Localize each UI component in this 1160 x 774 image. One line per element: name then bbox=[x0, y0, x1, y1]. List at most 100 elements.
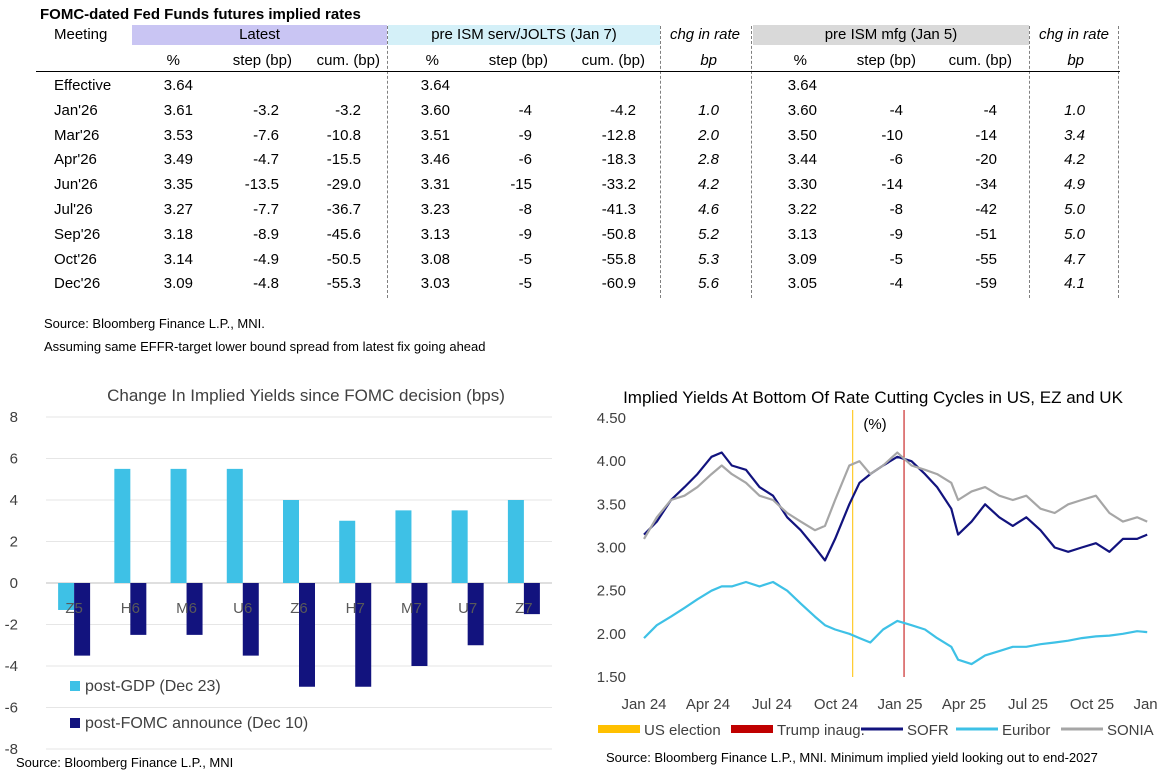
table-cell: -5 bbox=[518, 275, 532, 293]
table-cell: -9 bbox=[518, 126, 532, 144]
table-cell: 3.18 bbox=[163, 225, 193, 243]
table-cell: 5.6 bbox=[698, 275, 719, 293]
legend-label: US election bbox=[644, 722, 721, 739]
table-cell: 3.60 bbox=[420, 101, 450, 119]
bar-post-gdp-M7 bbox=[395, 510, 412, 583]
table-cell: -20 bbox=[975, 151, 997, 169]
legend-label: post-FOMC announce (Dec 10) bbox=[85, 715, 308, 732]
group-header-pre-serv-label: pre ISM serv/JOLTS (Jan 7) bbox=[431, 26, 617, 43]
table-cell: 3.09 bbox=[163, 275, 193, 293]
x-tick-label: H7 bbox=[346, 600, 365, 617]
group-header-pre-mfg-label: pre ISM mfg (Jan 5) bbox=[824, 26, 958, 43]
table-cell: -4.8 bbox=[253, 275, 279, 293]
meeting-label: Jun'26 bbox=[54, 176, 98, 194]
column-header-step: step (bp) bbox=[488, 52, 548, 69]
x-tick-label: Jan 25 bbox=[877, 696, 922, 713]
meeting-label: Dec'26 bbox=[54, 275, 101, 293]
group-header-chg2: chg in rate bbox=[1030, 25, 1118, 45]
table-cell: -18.3 bbox=[601, 151, 636, 169]
table-cell: 3.61 bbox=[163, 101, 193, 119]
meeting-label: Jul'26 bbox=[54, 201, 93, 218]
bar-post-gdp-Z7 bbox=[507, 500, 524, 583]
table-cell: -51 bbox=[975, 225, 997, 243]
meeting-label: Effective bbox=[54, 77, 112, 94]
table-cell: -41.3 bbox=[601, 201, 636, 218]
x-tick-label: M6 bbox=[176, 600, 197, 617]
bar-post-gdp-Z6 bbox=[283, 500, 299, 583]
legend-swatch bbox=[70, 718, 80, 728]
table-cell: -4 bbox=[983, 101, 997, 119]
bar-post-fomc-Z7 bbox=[523, 583, 540, 615]
table-cell: 3.03 bbox=[420, 275, 450, 293]
table-source: Source: Bloomberg Finance L.P., MNI. bbox=[44, 316, 265, 331]
table-cell: -8 bbox=[518, 201, 532, 218]
table-cell: 3.13 bbox=[420, 225, 450, 243]
table-cell: -7.6 bbox=[253, 126, 279, 144]
bar-chart-legend: post-GDP (Dec 23) post-FOMC announce (Dec… bbox=[70, 678, 308, 732]
table-cell: -7.7 bbox=[253, 201, 279, 218]
table-cell: 3.49 bbox=[163, 151, 193, 169]
table-cell: 4.9 bbox=[1064, 176, 1085, 194]
column-header-bp: bp bbox=[700, 52, 717, 69]
line-chart-x-axis: Jan 24 Apr 24 Jul 24 Oct 24 Jan 25 Apr 25 Jul … bbox=[621, 696, 1160, 713]
group-header-latest-label: Latest bbox=[239, 26, 280, 43]
x-tick-label: Z5 bbox=[65, 600, 83, 617]
bar-post-fomc-U7 bbox=[467, 583, 484, 646]
x-tick-label: Z7 bbox=[515, 600, 533, 617]
legend-label: post-GDP (Dec 23) bbox=[85, 678, 221, 695]
table-cell: 1.0 bbox=[698, 101, 719, 119]
table-cell: 4.1 bbox=[1064, 275, 1085, 293]
table-cell: -10.8 bbox=[326, 126, 361, 144]
group-header-chg1: chg in rate bbox=[661, 25, 749, 45]
line-chart-legend: US election Trump inaug. SOFR Euribor SONIA bbox=[598, 722, 1154, 739]
table-cell: -36.7 bbox=[326, 201, 361, 218]
legend-label: SONIA bbox=[1107, 722, 1154, 739]
table-cell: -33.2 bbox=[601, 176, 636, 194]
table-cell: -14 bbox=[975, 126, 997, 144]
y-tick-label: 1.50 bbox=[597, 669, 626, 686]
table-cell: 3.64 bbox=[787, 77, 817, 94]
x-tick-label: Jan 24 bbox=[621, 696, 666, 713]
table-cell: 3.08 bbox=[420, 250, 450, 268]
table-cell: 4.2 bbox=[1064, 151, 1085, 169]
table-cell: -9 bbox=[889, 225, 903, 243]
bar-chart-title: Change In Implied Yields since FOMC deci… bbox=[107, 386, 505, 405]
table-title: FOMC-dated Fed Funds futures implied rat… bbox=[40, 6, 361, 23]
table-cell: -55.3 bbox=[326, 275, 361, 293]
series-line-euribor bbox=[643, 580, 1148, 666]
table-divider bbox=[1118, 26, 1119, 298]
bar-post-fomc-M7 bbox=[411, 583, 428, 666]
table-cell: 5.3 bbox=[698, 250, 719, 268]
group-header-pre-serv: pre ISM serv/JOLTS (Jan 7) bbox=[388, 25, 660, 45]
table-cell: -5 bbox=[518, 250, 532, 268]
line-chart: Implied Yields At Bottom Of Rate Cutting… bbox=[597, 388, 1160, 765]
bar-post-fomc-Z6 bbox=[299, 583, 315, 687]
line-chart-y-axis: 1.50 2.00 2.50 3.00 3.50 4.00 4.50 bbox=[597, 410, 626, 686]
table-cell: 2.8 bbox=[698, 151, 719, 169]
table-cell: -45.6 bbox=[326, 225, 361, 243]
meeting-label: Oct'26 bbox=[54, 250, 97, 268]
column-header-pct: % bbox=[166, 52, 180, 69]
table-cell: 3.05 bbox=[787, 275, 817, 293]
group-header-chg2-label: chg in rate bbox=[1038, 26, 1110, 43]
table-cell: 5.2 bbox=[698, 225, 719, 243]
table-cell: -3.2 bbox=[253, 101, 279, 119]
group-header-latest: Latest bbox=[132, 25, 387, 45]
meeting-header: Meeting bbox=[54, 26, 108, 43]
table-cell: -8 bbox=[889, 201, 903, 218]
series-line-sofr bbox=[643, 451, 1148, 562]
line-chart-series bbox=[643, 451, 1148, 666]
table-cell: 3.4 bbox=[1064, 126, 1085, 144]
header-rule bbox=[36, 71, 1120, 72]
x-tick-label: Apr 24 bbox=[686, 696, 730, 713]
table-cell: -9 bbox=[518, 225, 532, 243]
bar-post-gdp-M6 bbox=[170, 468, 187, 583]
table-cell: 3.22 bbox=[787, 201, 817, 218]
table-cell: 3.31 bbox=[420, 176, 450, 194]
table-cell: -34 bbox=[975, 176, 997, 194]
y-tick-label: 2 bbox=[10, 534, 18, 551]
table-cell: -29.0 bbox=[326, 176, 361, 194]
table-cell: -4.2 bbox=[610, 101, 636, 119]
bar-post-gdp-U7 bbox=[451, 510, 468, 583]
y-tick-label: -2 bbox=[5, 617, 18, 634]
